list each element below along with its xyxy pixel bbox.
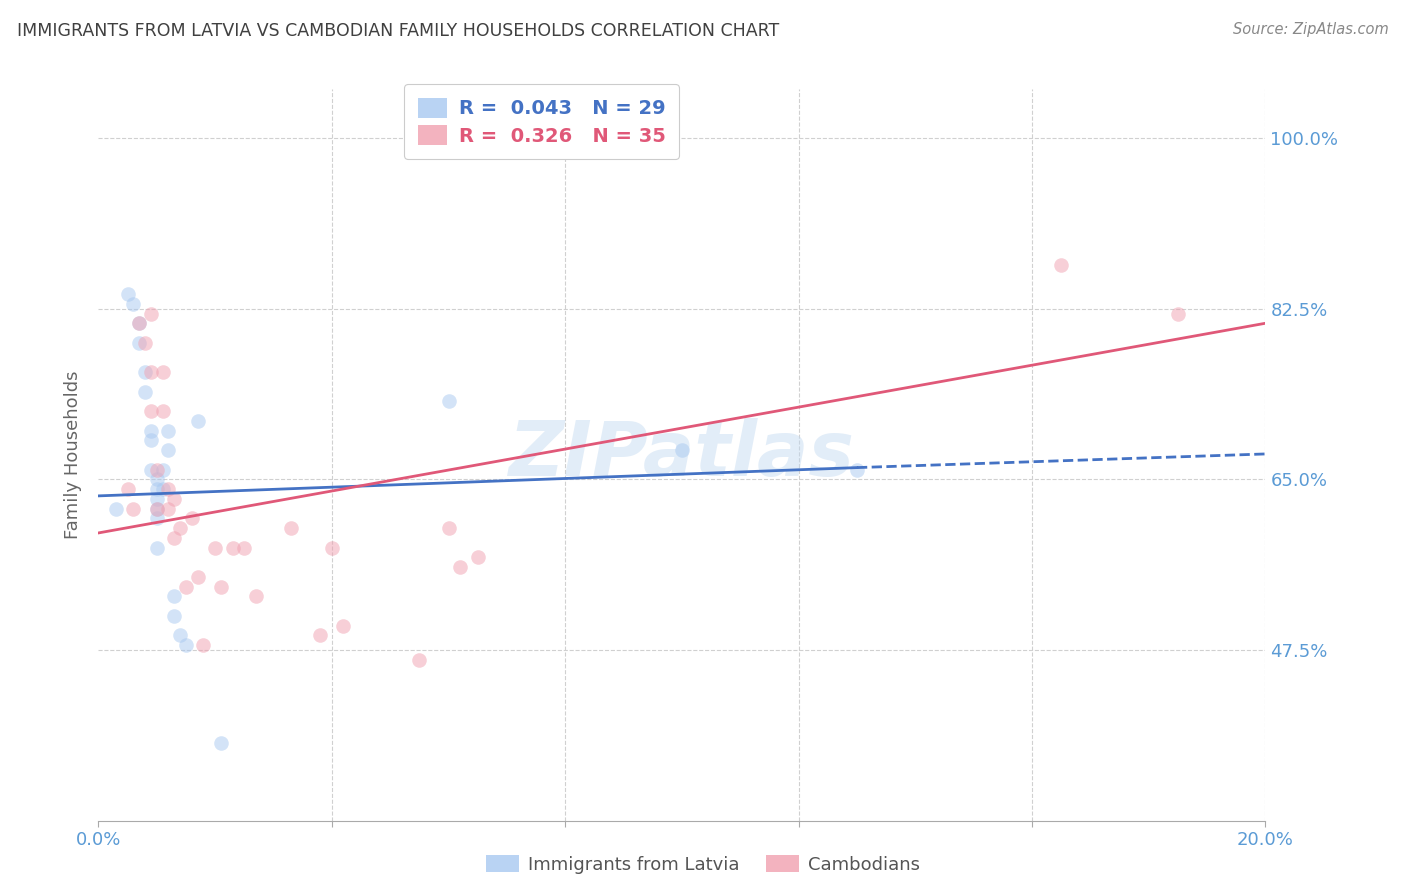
Point <box>846 462 869 476</box>
Point <box>449 560 471 574</box>
Point <box>163 608 186 623</box>
Point <box>104 501 127 516</box>
Point <box>128 316 150 330</box>
Point <box>193 638 215 652</box>
Point <box>174 580 197 594</box>
Point <box>157 424 180 438</box>
Point <box>134 365 156 379</box>
Point <box>245 590 267 604</box>
Point <box>152 482 174 496</box>
Point <box>209 580 232 594</box>
Point <box>152 462 174 476</box>
Point <box>163 531 186 545</box>
Point <box>146 482 169 496</box>
Text: IMMIGRANTS FROM LATVIA VS CAMBODIAN FAMILY HOUSEHOLDS CORRELATION CHART: IMMIGRANTS FROM LATVIA VS CAMBODIAN FAMI… <box>17 22 779 40</box>
Point <box>169 521 191 535</box>
Point <box>139 462 162 476</box>
Point <box>309 628 332 642</box>
Point <box>180 511 202 525</box>
Point <box>1050 258 1073 272</box>
Point <box>152 365 174 379</box>
Point <box>174 638 197 652</box>
Point <box>134 335 156 350</box>
Point <box>146 511 169 525</box>
Legend: R =  0.043   N = 29, R =  0.326   N = 35: R = 0.043 N = 29, R = 0.326 N = 35 <box>405 84 679 160</box>
Point <box>169 628 191 642</box>
Point <box>117 287 139 301</box>
Point <box>139 306 162 320</box>
Point <box>146 501 169 516</box>
Point <box>233 541 256 555</box>
Point <box>221 541 243 555</box>
Point <box>139 424 162 438</box>
Point <box>467 550 489 565</box>
Point <box>128 335 150 350</box>
Point <box>134 384 156 399</box>
Point <box>146 491 169 506</box>
Point <box>163 590 186 604</box>
Point <box>1167 306 1189 320</box>
Point <box>437 521 460 535</box>
Point <box>437 394 460 409</box>
Point <box>122 297 145 311</box>
Point <box>332 618 354 632</box>
Point <box>128 316 150 330</box>
Point <box>280 521 302 535</box>
Point <box>146 462 169 476</box>
Point <box>671 443 693 458</box>
Y-axis label: Family Households: Family Households <box>65 371 83 539</box>
Point <box>122 501 145 516</box>
Point <box>157 443 180 458</box>
Point <box>157 501 180 516</box>
Point <box>146 472 169 486</box>
Point <box>408 653 430 667</box>
Point <box>163 491 186 506</box>
Point <box>146 541 169 555</box>
Point <box>152 404 174 418</box>
Point <box>157 482 180 496</box>
Point <box>321 541 343 555</box>
Point <box>204 541 226 555</box>
Point <box>117 482 139 496</box>
Point <box>139 404 162 418</box>
Point <box>146 501 169 516</box>
Point <box>139 365 162 379</box>
Point <box>209 736 232 750</box>
Legend: Immigrants from Latvia, Cambodians: Immigrants from Latvia, Cambodians <box>477 847 929 883</box>
Point <box>187 570 209 584</box>
Text: ZIPatlas: ZIPatlas <box>509 418 855 491</box>
Point <box>139 434 162 448</box>
Text: Source: ZipAtlas.com: Source: ZipAtlas.com <box>1233 22 1389 37</box>
Point <box>187 414 209 428</box>
